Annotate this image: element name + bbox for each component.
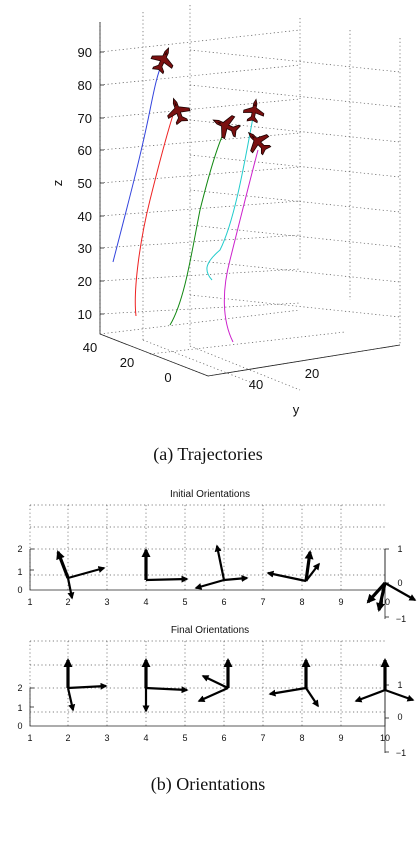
aircraft-icons bbox=[146, 42, 276, 160]
orientation-plot: Initial Orientations 2 1 0 1 0 −1 1 2 bbox=[17, 489, 417, 795]
x-tick: 3 bbox=[104, 733, 109, 743]
x-tick: 9 bbox=[338, 597, 343, 607]
z-tick: 40 bbox=[78, 209, 92, 224]
z-axis-label: z bbox=[50, 180, 65, 187]
x-tick: 2 bbox=[65, 733, 70, 743]
y-right-tick: −1 bbox=[396, 748, 406, 758]
panel-title: Final Orientations bbox=[171, 625, 249, 636]
trajectory-red bbox=[134, 111, 175, 317]
plot-3d-grid bbox=[99, 5, 401, 391]
x-tick: 10 bbox=[380, 597, 390, 607]
y-right-tick: −1 bbox=[396, 614, 406, 624]
x-tick: 4 bbox=[143, 597, 148, 607]
trajectory-lines bbox=[112, 63, 259, 343]
x-tick: 7 bbox=[260, 597, 265, 607]
z-tick: 10 bbox=[78, 307, 92, 322]
trajectory-blue bbox=[112, 63, 163, 263]
y-axis-label: y bbox=[293, 402, 300, 417]
jet-icon bbox=[207, 108, 244, 143]
x-ticks: 1 2 3 4 5 6 7 8 9 10 bbox=[27, 733, 390, 743]
x-tick: 1 bbox=[27, 597, 32, 607]
x-tick: 1 bbox=[27, 733, 32, 743]
panel-title: Initial Orientations bbox=[170, 489, 250, 500]
x-tick: 6 bbox=[221, 733, 226, 743]
x-axis-ticks: 40 20 0 bbox=[83, 340, 172, 385]
y-left-tick: 0 bbox=[17, 721, 22, 731]
triad-arrow bbox=[145, 686, 189, 694]
x-ticks: 1 2 3 4 5 6 7 8 9 10 bbox=[27, 597, 390, 607]
y-right-tick: 0 bbox=[397, 712, 402, 722]
triad-arrow bbox=[201, 675, 229, 689]
initial-orientations-panel: Initial Orientations 2 1 0 1 0 −1 1 2 bbox=[17, 489, 417, 624]
triad-arrow bbox=[66, 687, 76, 712]
y-left-tick: 1 bbox=[17, 567, 22, 577]
z-tick: 60 bbox=[78, 143, 92, 158]
y-left-tick: 2 bbox=[17, 683, 22, 693]
jet-icon bbox=[240, 124, 276, 160]
triad-arrow bbox=[197, 686, 229, 703]
trajectory-green bbox=[169, 131, 225, 326]
x-tick: 40 bbox=[83, 340, 97, 355]
triad-arrow bbox=[384, 688, 415, 702]
triad-arrow bbox=[145, 575, 189, 583]
x-tick: 4 bbox=[143, 733, 148, 743]
triad-arrow bbox=[376, 582, 387, 612]
x-tick: 7 bbox=[260, 733, 265, 743]
y-left-tick: 0 bbox=[17, 585, 22, 595]
y-axis-ticks: 40 20 bbox=[249, 366, 319, 392]
x-tick: 9 bbox=[338, 733, 343, 743]
z-axis-ticks: 90 80 70 60 50 40 30 20 10 bbox=[78, 45, 104, 322]
z-tick: 20 bbox=[78, 274, 92, 289]
triad-arrow bbox=[194, 578, 225, 590]
jet-icon bbox=[241, 97, 267, 125]
x-tick: 10 bbox=[380, 733, 390, 743]
z-tick: 90 bbox=[78, 45, 92, 60]
x-tick: 20 bbox=[120, 355, 134, 370]
z-tick: 30 bbox=[78, 241, 92, 256]
y-left-tick: 2 bbox=[17, 544, 22, 554]
y-left-tick: 1 bbox=[17, 703, 22, 713]
trajectory-cyan bbox=[206, 111, 255, 281]
x-tick: 8 bbox=[299, 597, 304, 607]
caption-trajectories: (a) Trajectories bbox=[153, 444, 262, 465]
y-right-tick: 0 bbox=[397, 578, 402, 588]
z-tick: 50 bbox=[78, 176, 92, 191]
trajectory-magenta bbox=[223, 149, 259, 343]
jet-icon bbox=[162, 94, 194, 127]
z-tick: 70 bbox=[78, 111, 92, 126]
y-tick: 20 bbox=[305, 366, 319, 381]
triad-arrow bbox=[354, 688, 386, 703]
triad-arrow bbox=[223, 574, 249, 582]
triad-arrow bbox=[214, 544, 226, 581]
caption-orientations: (b) Orientations bbox=[151, 774, 265, 795]
x-tick: 5 bbox=[182, 733, 187, 743]
y-right-tick: 1 bbox=[397, 680, 402, 690]
final-triads bbox=[63, 658, 415, 713]
triad-arrow bbox=[56, 550, 70, 579]
y-tick: 40 bbox=[249, 377, 263, 392]
triad-arrow bbox=[66, 577, 75, 600]
triad-arrow bbox=[305, 562, 320, 582]
x-tick: 8 bbox=[299, 733, 304, 743]
x-tick: 2 bbox=[65, 597, 70, 607]
triad-arrow bbox=[304, 550, 314, 582]
x-tick: 0 bbox=[164, 370, 171, 385]
triad-arrow bbox=[384, 582, 417, 601]
final-orientations-panel: Final Orientations 2 1 0 1 0 −1 1 2 3 4 … bbox=[17, 625, 415, 758]
x-tick: 3 bbox=[104, 597, 109, 607]
x-tick: 5 bbox=[182, 597, 187, 607]
trajectory-plot: 90 80 70 60 50 40 30 20 10 z 40 20 0 40 … bbox=[50, 5, 401, 465]
triad-arrow bbox=[67, 682, 108, 690]
triad-arrow bbox=[266, 570, 307, 583]
x-tick: 6 bbox=[221, 597, 226, 607]
jet-icon bbox=[146, 42, 180, 77]
triad-arrow bbox=[67, 566, 106, 580]
triad-arrow bbox=[268, 686, 307, 697]
initial-triads bbox=[56, 544, 417, 612]
triad-arrow bbox=[366, 581, 387, 604]
y-right-tick: 1 bbox=[397, 544, 402, 554]
z-tick: 80 bbox=[78, 78, 92, 93]
triad-arrow bbox=[305, 687, 319, 708]
